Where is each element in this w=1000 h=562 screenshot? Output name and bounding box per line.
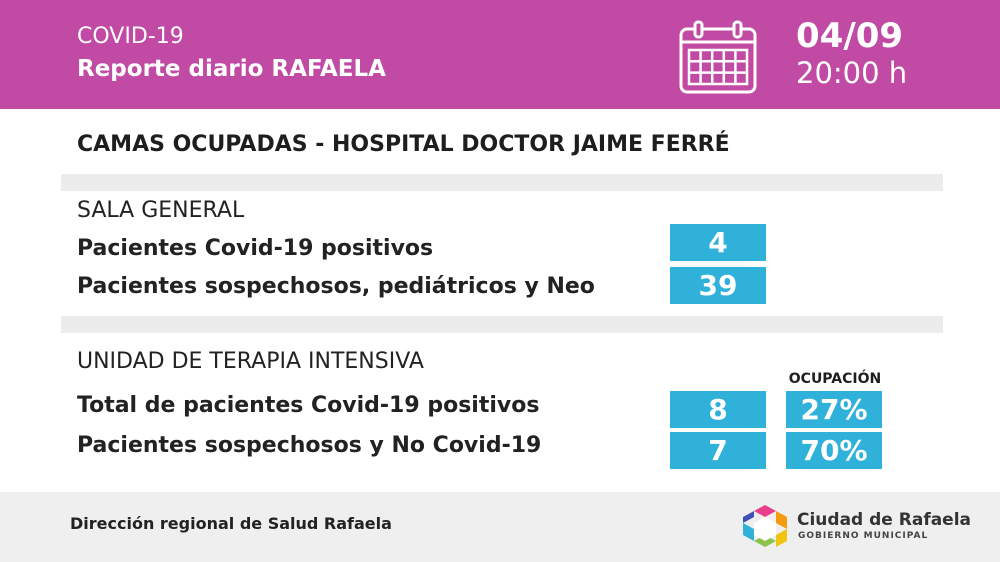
page-title: CAMAS OCUPADAS - HOSPITAL DOCTOR JAIME F…: [77, 132, 730, 157]
header-date: 04/09: [796, 16, 904, 56]
row-label-uti-sospechosos: Pacientes sospechosos y No Covid-19: [77, 433, 542, 458]
section-title-sala-general: SALA GENERAL: [77, 198, 245, 223]
section-divider: [61, 316, 943, 333]
section-divider: [61, 174, 943, 191]
header-time: 20:00 h: [796, 56, 908, 90]
value-covid-positivos: 4: [670, 224, 766, 261]
header-covid-label: COVID-19: [77, 24, 184, 49]
row-label-covid-positivos: Pacientes Covid-19 positivos: [77, 236, 434, 261]
value-sospechosos-pediatricos: 39: [670, 267, 766, 304]
header-report-title: Reporte diario RAFAELA: [77, 56, 386, 82]
city-logo-icon: [743, 505, 787, 547]
occupancy-uti-covid-positivos: 27%: [786, 391, 882, 428]
footer-source-text: Dirección regional de Salud Rafaela: [70, 514, 392, 533]
calendar-icon: [679, 20, 757, 94]
row-label-uti-covid-positivos: Total de pacientes Covid-19 positivos: [77, 393, 540, 418]
logo-city-name: Ciudad de Rafaela: [797, 510, 972, 530]
occupancy-header: OCUPACIÓN: [788, 371, 882, 387]
section-title-uti: UNIDAD DE TERAPIA INTENSIVA: [77, 349, 424, 374]
occupancy-uti-sospechosos: 70%: [786, 432, 882, 469]
footer: [0, 492, 1000, 562]
header-banner: [0, 0, 1000, 109]
value-uti-sospechosos: 7: [670, 432, 766, 469]
value-uti-covid-positivos: 8: [670, 391, 766, 428]
row-label-sospechosos-pediatricos: Pacientes sospechosos, pediátricos y Neo: [77, 274, 595, 299]
logo-subtitle: GOBIERNO MUNICIPAL: [798, 531, 929, 541]
